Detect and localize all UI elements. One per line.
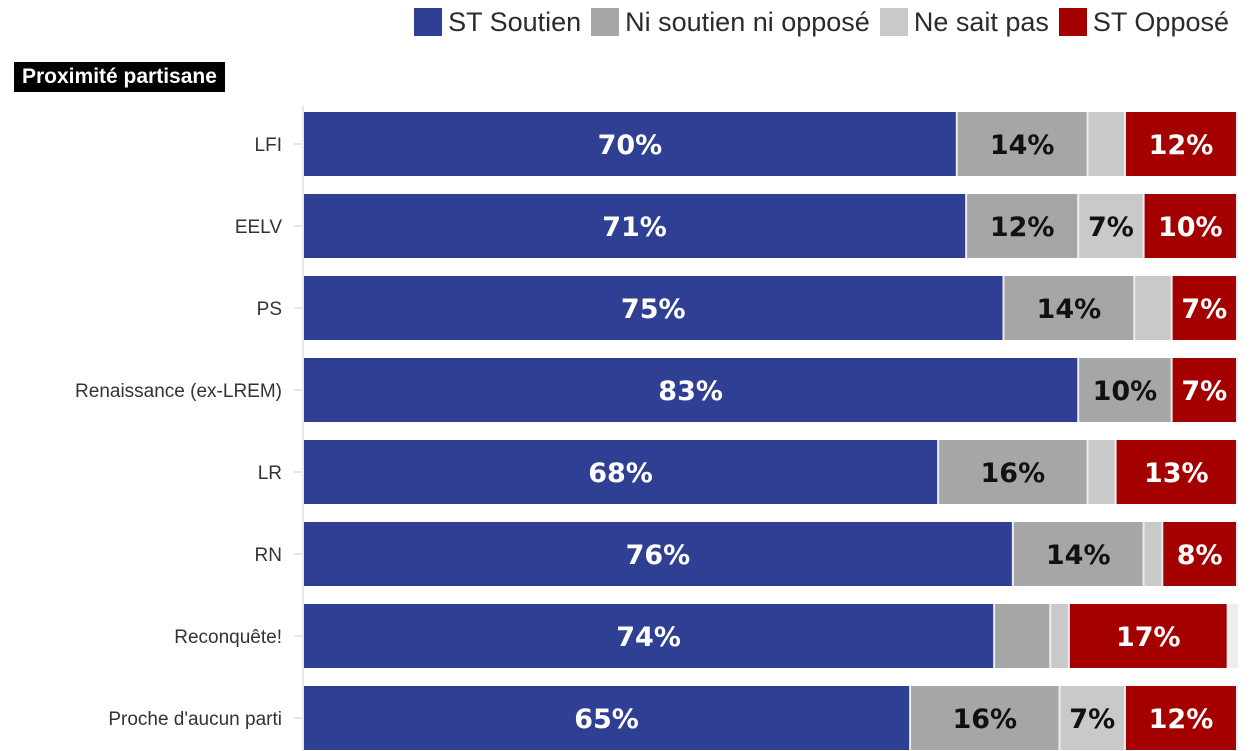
bar-segment: [1125, 112, 1236, 176]
bar-segment: [1088, 112, 1124, 176]
data-label: 14%: [1037, 294, 1102, 325]
category-label: RN: [255, 545, 282, 566]
legend-item-st-oppose: ST Opposé: [1058, 6, 1229, 38]
data-label: 83%: [658, 376, 723, 407]
bar-segment: [1172, 358, 1236, 422]
data-label: 70%: [598, 130, 663, 161]
bar-segment: [995, 604, 1050, 668]
legend-item-st-soutien: ST Soutien: [414, 7, 581, 38]
data-label: 74%: [616, 622, 681, 653]
category-label: PS: [257, 299, 282, 320]
bar-segment: [304, 194, 966, 258]
bar-segment: [304, 522, 1012, 586]
category-label: LR: [258, 463, 282, 484]
data-label: 10%: [1158, 212, 1223, 243]
bar-segment: [304, 440, 938, 504]
data-label: 76%: [626, 540, 691, 571]
bar-segment: [304, 604, 994, 668]
data-label: 65%: [574, 704, 639, 735]
data-label: 17%: [1116, 622, 1181, 653]
category-label: Renaissance (ex-LREM): [75, 381, 282, 402]
category-label: Proche d'aucun parti: [108, 709, 282, 730]
legend-item-ni-soutien-ni-oppose: Ni soutien ni opposé: [591, 7, 870, 38]
data-label: 71%: [602, 212, 667, 243]
category-label: EELV: [235, 217, 283, 238]
legend-item-ne-sait-pas: Ne sait pas: [879, 6, 1049, 38]
bar-segment: [1079, 194, 1143, 258]
data-label: 14%: [1046, 540, 1111, 571]
legend-swatch: [414, 8, 443, 36]
bar-segment: [1125, 686, 1236, 750]
data-label: 7%: [1088, 212, 1134, 243]
legend-swatch: [879, 8, 908, 36]
legend-label: ST Opposé: [1092, 6, 1229, 37]
data-label: 75%: [621, 294, 686, 325]
bar-segment: [1135, 276, 1171, 340]
bar-segment: [1051, 604, 1068, 668]
section-title: Proximité partisane: [14, 62, 225, 92]
bar-segment: [304, 358, 1078, 422]
bar-segment: [911, 686, 1059, 750]
legend-label: ST Soutien: [448, 6, 582, 37]
legend-swatch: [1058, 8, 1087, 36]
bar-segment: [304, 276, 1003, 340]
bar-segment: [1069, 604, 1227, 668]
legend-swatch: [591, 8, 620, 36]
data-label: 7%: [1181, 294, 1227, 325]
bar-segment: [304, 112, 956, 176]
data-label: 12%: [990, 212, 1055, 243]
data-label: 8%: [1177, 540, 1223, 571]
bar-segment: [1163, 522, 1236, 586]
bar-segment: [1060, 686, 1124, 750]
legend-label: Ne sait pas: [913, 6, 1049, 37]
legend-label: Ni soutien ni opposé: [625, 6, 870, 37]
data-label: 14%: [990, 130, 1055, 161]
data-label: 68%: [588, 458, 653, 489]
data-label: 12%: [1149, 130, 1214, 161]
data-label: 16%: [952, 704, 1017, 735]
bar-segment: [957, 112, 1087, 176]
chart-legend: ST Soutien Ni soutien ni opposé Ne sait …: [414, 4, 1229, 40]
data-label: 7%: [1069, 704, 1115, 735]
data-label: 16%: [981, 458, 1046, 489]
data-label: 12%: [1149, 704, 1214, 735]
bar-segment: [1004, 276, 1134, 340]
bar-segment: [1088, 440, 1115, 504]
category-label: Reconquête!: [174, 627, 282, 648]
data-label: 10%: [1093, 376, 1158, 407]
data-label: 13%: [1144, 458, 1209, 489]
data-label: 7%: [1181, 376, 1227, 407]
bar-segment: [967, 194, 1078, 258]
bar-segment: [304, 686, 910, 750]
bar-segment: [1116, 440, 1236, 504]
bar-segment: [1079, 358, 1171, 422]
bar-segment: [1172, 276, 1236, 340]
bar-segment: [1144, 522, 1162, 586]
bar-segment: [939, 440, 1087, 504]
bar-segment: [1144, 194, 1236, 258]
bar-segment: [1013, 522, 1143, 586]
category-label: LFI: [255, 135, 282, 156]
